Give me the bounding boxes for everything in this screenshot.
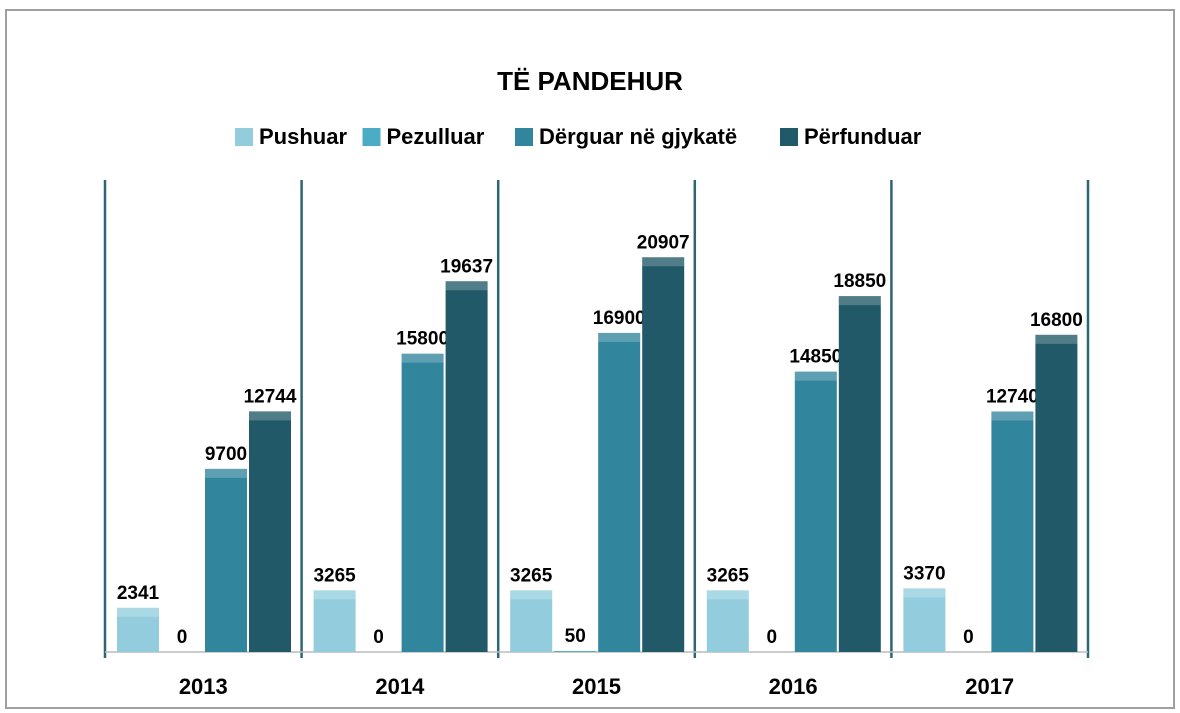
- value-label: 16800: [1030, 310, 1083, 331]
- bar-cap: [205, 468, 247, 478]
- value-label: 20907: [637, 232, 690, 253]
- legend-label: Përfunduar: [804, 124, 922, 149]
- chart-title: TË PANDEHUR: [497, 66, 683, 96]
- bar-cap: [401, 353, 444, 363]
- value-label: 2341: [117, 583, 160, 604]
- value-label: 0: [373, 627, 384, 648]
- bar-cap: [838, 296, 881, 306]
- legend-label: Pushuar: [259, 124, 347, 149]
- value-label: 12740: [986, 386, 1039, 407]
- bar-cap: [642, 257, 685, 267]
- bar-cap: [991, 411, 1034, 421]
- bar: [1035, 334, 1078, 652]
- legend: Pushuar Pezulluar Dërguar në gjykatë Përfun…: [235, 124, 922, 149]
- value-label: 3370: [903, 563, 945, 584]
- bar: [794, 371, 837, 652]
- bar: [903, 588, 946, 652]
- value-label: 0: [177, 627, 188, 648]
- value-label: 0: [767, 627, 778, 648]
- chart-frame: [5, 9, 1175, 709]
- value-label: 18850: [833, 271, 886, 292]
- value-label: 12744: [244, 386, 297, 407]
- bar: [249, 411, 291, 652]
- x-tick-label: 2016: [769, 674, 818, 699]
- bar: [554, 651, 597, 652]
- value-label: 19637: [440, 256, 493, 277]
- legend-label: Pezulluar: [387, 124, 485, 149]
- bar: [401, 353, 444, 652]
- bar-cap: [598, 332, 641, 342]
- bar-cap: [903, 588, 946, 598]
- bar: [991, 411, 1034, 652]
- bar: [445, 281, 488, 652]
- legend-swatch: [235, 128, 253, 146]
- value-label: 3265: [313, 565, 356, 586]
- legend-swatch: [515, 128, 533, 146]
- x-tick-label: 2015: [572, 674, 621, 699]
- bar-cap: [510, 590, 553, 600]
- bar-cap: [1035, 334, 1078, 344]
- value-label: 50: [565, 626, 586, 647]
- value-label: 16900: [593, 308, 646, 329]
- bar: [117, 607, 159, 652]
- bar-cap: [313, 590, 356, 600]
- value-label: 15800: [396, 329, 449, 350]
- legend-label: Dërguar në gjykatë: [539, 124, 737, 149]
- value-label: 14850: [789, 347, 842, 368]
- bar-cap: [117, 607, 159, 617]
- bar: [598, 332, 641, 652]
- bar: [706, 590, 749, 652]
- legend-swatch: [362, 128, 381, 146]
- bar: [838, 296, 881, 652]
- x-tick-label: 2017: [965, 674, 1014, 699]
- bar-cap: [445, 281, 488, 291]
- bar-cap: [706, 590, 749, 600]
- bar-cap: [794, 371, 837, 381]
- legend-swatch: [780, 128, 798, 146]
- bar: [313, 590, 356, 652]
- value-label: 9700: [205, 444, 247, 465]
- bar: [642, 257, 685, 652]
- value-label: 0: [963, 627, 974, 648]
- value-label: 3265: [510, 565, 553, 586]
- value-label: 3265: [707, 565, 750, 586]
- x-tick-label: 2013: [179, 674, 228, 699]
- x-tick-label: 2014: [375, 674, 425, 699]
- bar-cap: [249, 411, 291, 421]
- bar: [510, 590, 553, 652]
- bar: [205, 468, 247, 652]
